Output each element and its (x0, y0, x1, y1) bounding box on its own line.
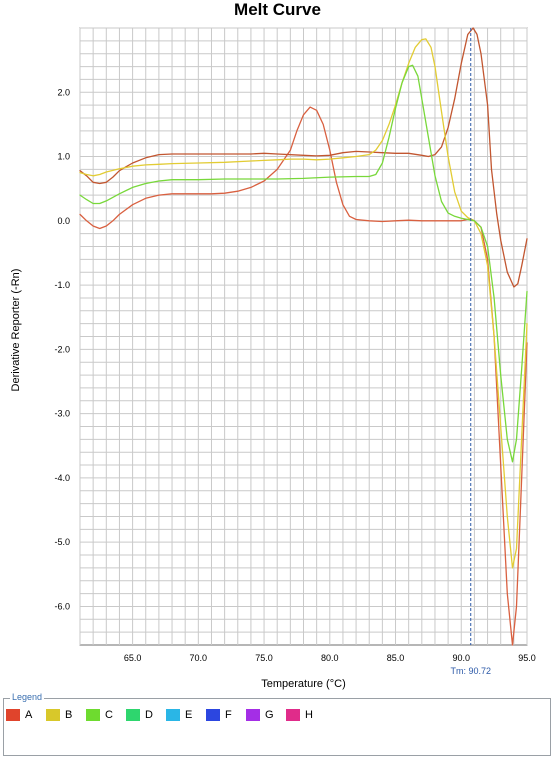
x-tick-label: 70.0 (190, 653, 208, 663)
legend-item-e[interactable]: E (166, 709, 206, 721)
y-tick-label: -5.0 (54, 537, 70, 547)
legend-item-f[interactable]: F (206, 709, 246, 721)
series-line-1 (79, 106, 528, 646)
grid-lines (79, 27, 528, 645)
y-tick-label: -3.0 (54, 409, 70, 419)
legend-swatch (86, 709, 100, 721)
y-tick-label: 1.0 (57, 152, 70, 162)
legend-label: B (65, 709, 73, 721)
x-tick-label: 75.0 (255, 653, 273, 663)
x-tick-label: 80.0 (321, 653, 339, 663)
legend-swatch (286, 709, 300, 721)
series-line-3 (79, 38, 528, 569)
x-axis-label: Temperature (°C) (261, 678, 346, 690)
legend-items: A B C D E F G H (6, 709, 326, 721)
legend-item-b[interactable]: B (46, 709, 86, 721)
legend-swatch (166, 709, 180, 721)
legend-label: F (225, 709, 232, 721)
legend-item-g[interactable]: G (246, 709, 286, 721)
legend-label: G (265, 709, 274, 721)
legend-label: E (185, 709, 193, 721)
x-tick-label: 95.0 (518, 653, 536, 663)
x-tick-label: 65.0 (124, 653, 142, 663)
legend-label: H (305, 709, 313, 721)
tick-labels: 65.0 70.0 75.0 80.0 85.0 90.0 95.0 2.0 1.0 0.0 -1.… (54, 87, 535, 663)
legend-title: Legend (10, 692, 45, 702)
y-tick-label: -4.0 (54, 473, 70, 483)
tm-marker-label: Tm: 90.72 (450, 666, 491, 676)
y-axis-label: Derivative Reporter (-Rn) (10, 268, 22, 392)
series-line-4 (79, 64, 528, 463)
legend-swatch (6, 709, 20, 721)
chart-title: Melt Curve (234, 0, 321, 19)
melt-curve-plot[interactable]: 65.0 70.0 75.0 80.0 85.0 90.0 95.0 2.0 1.0 0.0 -1.… (0, 0, 555, 700)
tm-marker: Tm: 90.72 (450, 28, 491, 676)
legend-item-d[interactable]: D (126, 709, 166, 721)
legend-item-h[interactable]: H (286, 709, 326, 721)
legend-box: Legend A B C D E F G H (3, 692, 551, 756)
y-tick-label: -2.0 (54, 344, 70, 354)
x-tick-label: 90.0 (452, 653, 470, 663)
series-line-2 (79, 27, 528, 288)
legend-item-c[interactable]: C (86, 709, 126, 721)
y-tick-label: 0.0 (57, 216, 70, 226)
x-tick-label: 85.0 (387, 653, 405, 663)
legend-label: D (145, 709, 153, 721)
legend-swatch (246, 709, 260, 721)
y-tick-label: -6.0 (54, 601, 70, 611)
legend-swatch (206, 709, 220, 721)
y-tick-label: 2.0 (57, 87, 70, 97)
y-tick-label: -1.0 (54, 280, 70, 290)
series-lines (79, 27, 528, 646)
legend-swatch (46, 709, 60, 721)
legend-swatch (126, 709, 140, 721)
legend-label: C (105, 709, 113, 721)
legend-item-a[interactable]: A (6, 709, 46, 721)
legend-label: A (25, 709, 33, 721)
